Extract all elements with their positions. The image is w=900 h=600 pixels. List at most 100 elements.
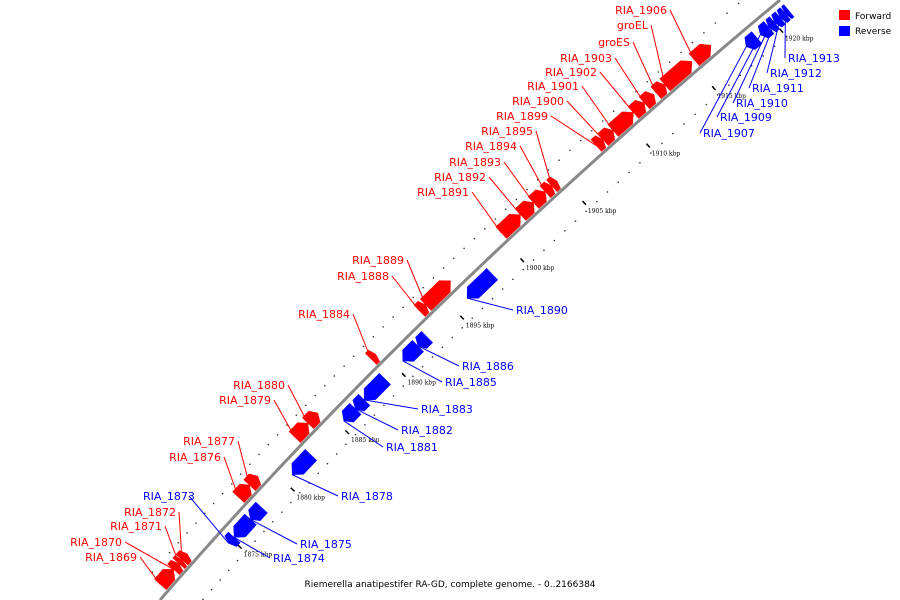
reverse-gene-label: RIA_1882 [401, 424, 453, 437]
minor-tick [421, 365, 424, 368]
minor-tick [324, 384, 326, 387]
forward-gene-arrow [539, 181, 556, 199]
forward-gene-leader-line [273, 399, 296, 438]
minor-tick [471, 317, 474, 319]
forward-gene-leader-line [237, 440, 250, 486]
forward-gene-label: RIA_1889 [352, 254, 404, 267]
reverse-gene-leader-line [417, 345, 460, 367]
minor-tick [762, 55, 764, 57]
major-tick [344, 429, 350, 435]
forward-gene-leader-line [632, 41, 657, 93]
minor-tick [236, 559, 239, 562]
reverse-gene-leader-line [699, 46, 747, 134]
minor-tick [299, 491, 301, 494]
reverse-gene-arrow [466, 267, 499, 299]
forward-gene-label: RIA_1879 [219, 394, 271, 407]
minor-tick [461, 327, 464, 329]
major-tick [581, 200, 587, 206]
forward-gene-leader-line [178, 511, 183, 560]
reverse-gene-label: RIA_1907 [703, 127, 755, 140]
forward-gene-leader-line [503, 161, 534, 203]
minor-tick [263, 530, 265, 533]
minor-tick [392, 394, 395, 397]
reverse-gene-leader-line [364, 399, 419, 410]
minor-tick [463, 247, 465, 250]
forward-gene-arrow [495, 214, 521, 239]
major-tick [401, 372, 407, 378]
forward-gene-arrow [527, 189, 547, 209]
minor-tick [422, 286, 425, 289]
forward-gene-leader-line [139, 556, 161, 585]
minor-tick [345, 443, 347, 446]
reverse-gene-leader-line [343, 420, 384, 448]
minor-tick [168, 551, 171, 554]
genome-backbone [158, 0, 781, 600]
forward-gene-label: RIA_1902 [545, 66, 597, 79]
reverse-gene-label: RIA_1913 [788, 52, 840, 65]
minor-tick [705, 103, 708, 106]
forward-gene-leader-line [391, 275, 420, 312]
reverse-gene-leader-line [292, 474, 339, 497]
reverse-gene-label: RIA_1886 [462, 360, 514, 373]
forward-gene-arrow [172, 555, 188, 570]
forward-gene-label: groEL [617, 19, 649, 32]
minor-tick [739, 74, 742, 77]
forward-gene-leader-line [287, 384, 309, 424]
minor-tick [245, 550, 248, 552]
reverse-gene-label: RIA_1911 [752, 82, 804, 95]
forward-gene-leader-line [164, 525, 180, 564]
forward-gene-label: RIA_1895 [481, 125, 533, 138]
reverse-gene-label: RIA_1881 [386, 441, 438, 454]
reverse-gene-leader-line [188, 495, 230, 544]
forward-gene-leader-line [406, 259, 427, 306]
forward-gene-leader-line [519, 145, 546, 193]
reverse-gene-leader-line [766, 17, 781, 74]
minor-tick [481, 307, 484, 310]
reverse-gene-label: RIA_1890 [516, 304, 568, 317]
minor-tick [522, 268, 525, 271]
reverse-gene-label: RIA_1909 [720, 111, 772, 124]
minor-tick [484, 228, 486, 230]
forward-gene-label: RIA_1872 [124, 506, 176, 519]
minor-tick [258, 453, 260, 456]
forward-gene-leader-line [599, 71, 634, 113]
minor-tick [585, 210, 587, 213]
minor-tick [691, 41, 694, 44]
minor-tick [304, 404, 307, 407]
minor-tick [267, 443, 270, 446]
minor-tick [716, 94, 719, 96]
forward-gene-arrow [288, 422, 310, 443]
reverse-gene-leader-line [732, 27, 770, 104]
forward-gene-arrow [364, 349, 381, 365]
minor-tick [373, 414, 376, 416]
minor-tick [221, 492, 224, 495]
reverse-gene-label: RIA_1873 [143, 490, 195, 503]
forward-gene-arrow [607, 111, 634, 137]
forward-gene-arrow [167, 559, 184, 576]
minor-tick [639, 162, 641, 164]
minor-tick [412, 375, 414, 378]
minor-tick [295, 414, 298, 416]
minor-tick [657, 71, 660, 73]
forward-gene-arrow [301, 410, 321, 430]
reverse-gene-leader-line [355, 408, 399, 431]
legend: Forward Reverse [839, 10, 892, 37]
minor-tick [680, 51, 682, 54]
minor-tick [382, 326, 385, 328]
minor-tick [661, 142, 663, 145]
minor-tick [219, 579, 221, 581]
forward-gene-label: RIA_1900 [512, 95, 564, 108]
forward-gene-label: RIA_1876 [169, 451, 221, 464]
minor-tick [314, 394, 317, 397]
forward-gene-arrow [650, 81, 668, 100]
minor-tick [595, 200, 598, 203]
reverse-gene-label: RIA_1874 [273, 552, 325, 565]
minor-tick [726, 12, 728, 14]
minor-tick [402, 306, 404, 309]
forward-gene-leader-line [124, 541, 174, 570]
forward-gene-label: RIA_1901 [527, 80, 579, 93]
forward-gene-arrow [514, 200, 535, 221]
minor-tick [773, 45, 776, 48]
reverse-gene-label: RIA_1883 [421, 403, 473, 416]
